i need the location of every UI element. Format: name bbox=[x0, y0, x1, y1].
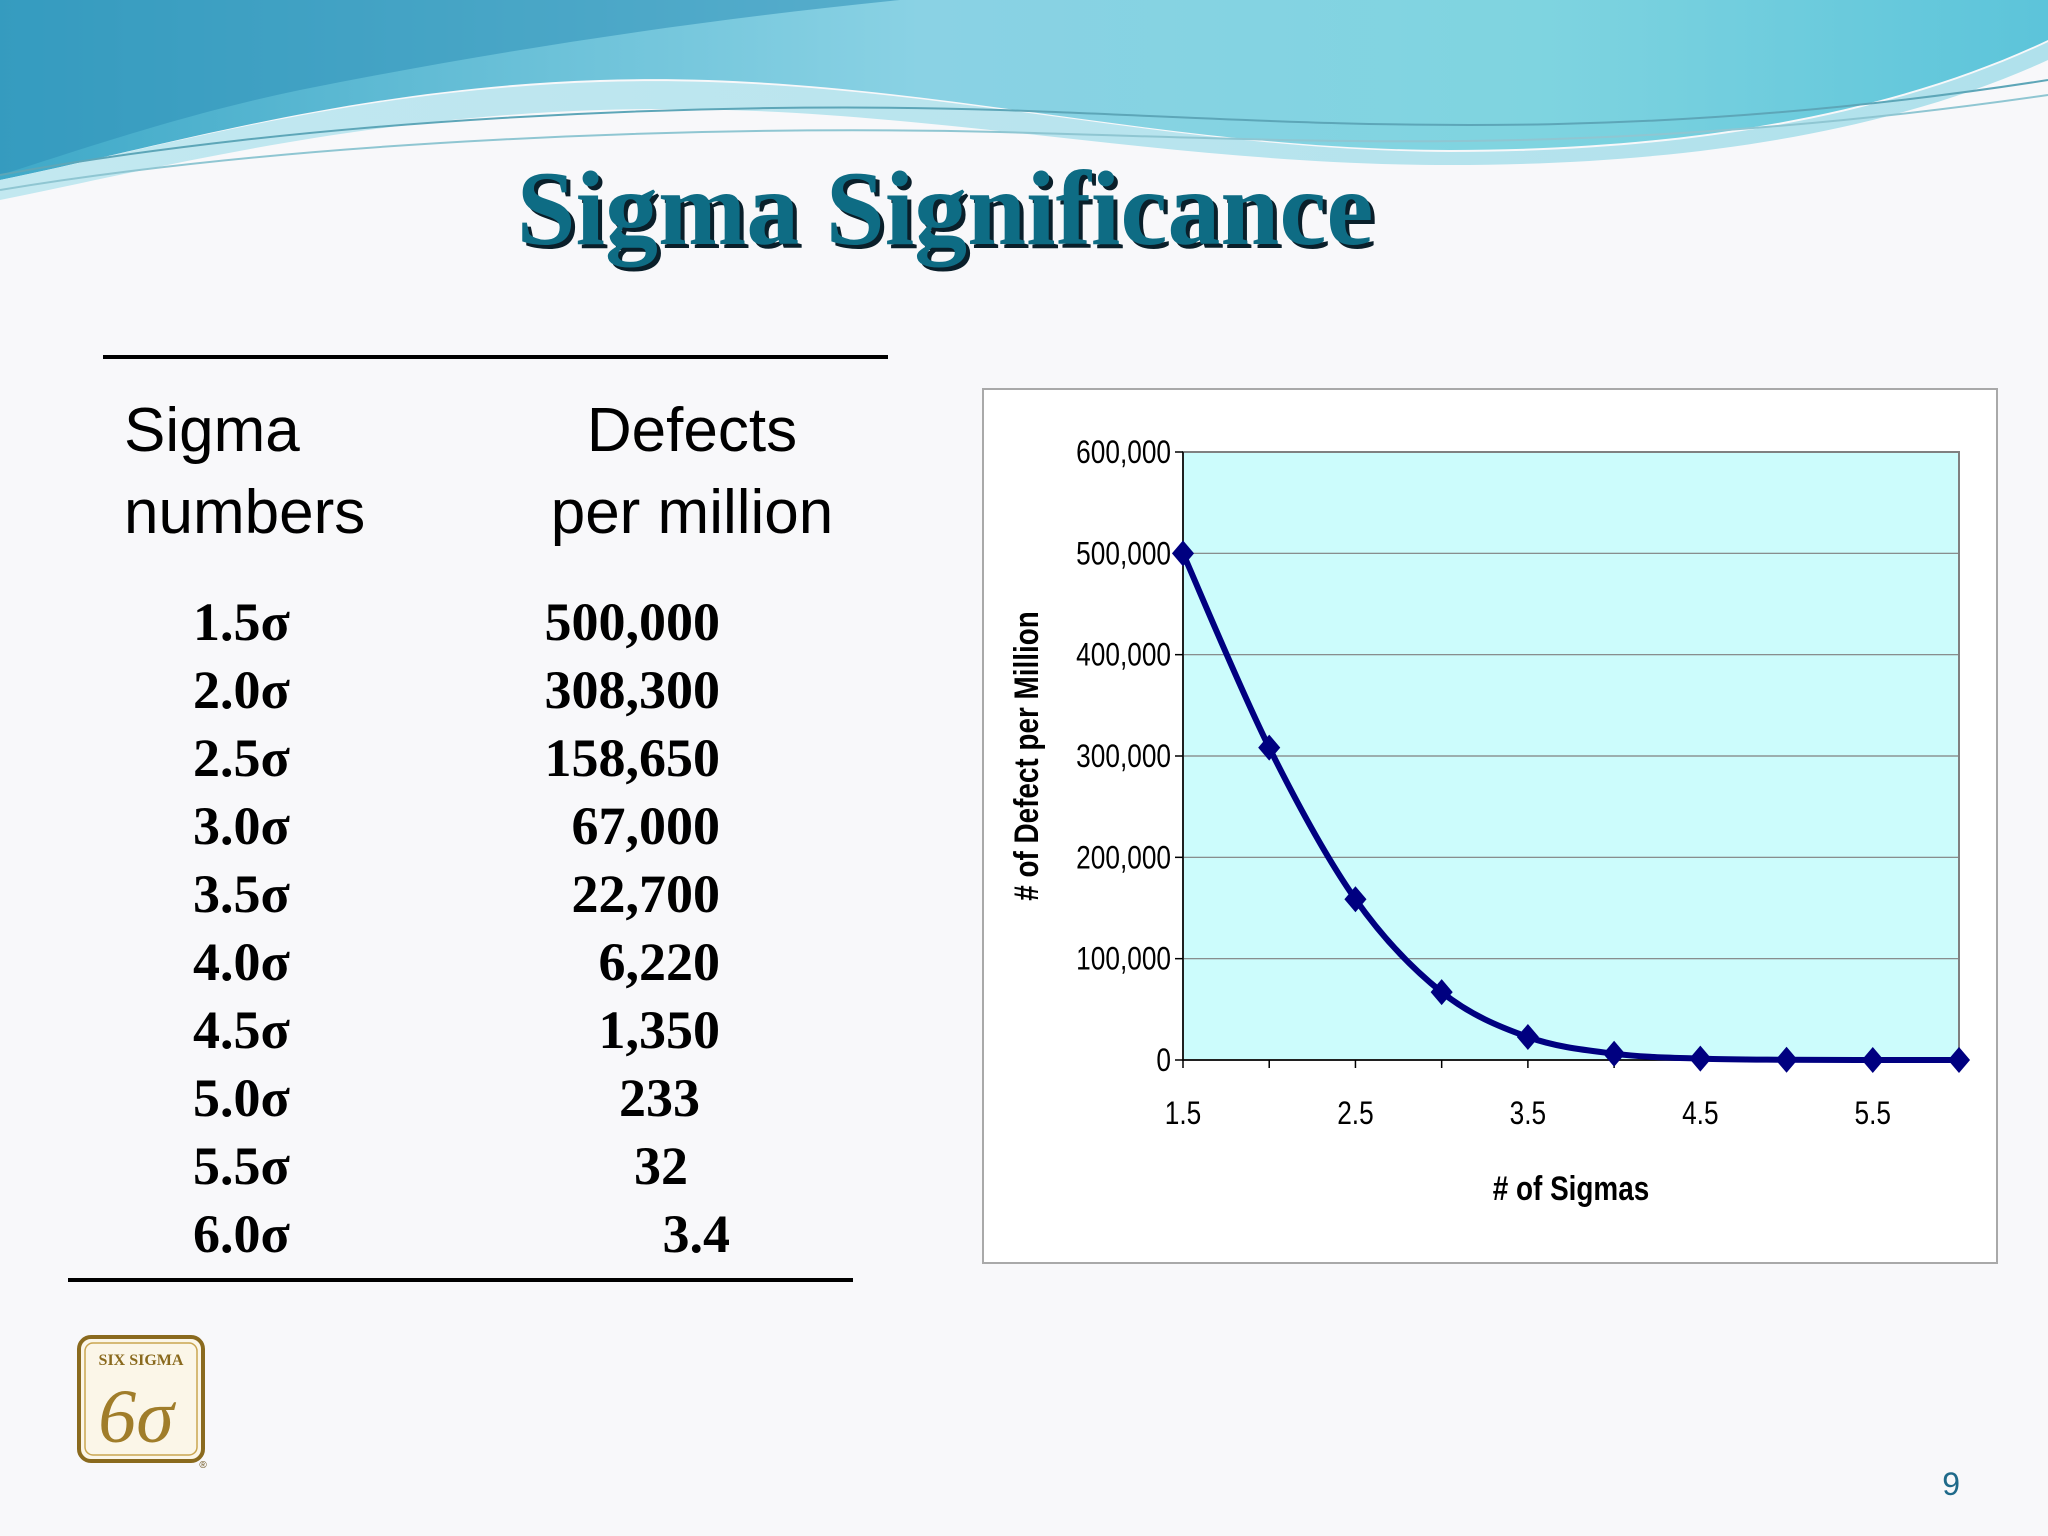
y-axis-label: # of Defect per Million bbox=[1007, 611, 1045, 901]
sigma-header-line2: numbers bbox=[124, 478, 366, 547]
data-point-marker bbox=[1171, 540, 1195, 567]
chart-panel: 600,000 500,000 400,000 300,000 200,000 100,0… bbox=[982, 388, 1998, 1264]
table-row: 2.0σ 308,300 bbox=[0, 656, 900, 724]
defects-header-line1: Defects bbox=[586, 396, 798, 465]
y-tick-label: 200,000 bbox=[1076, 841, 1171, 876]
table-top-rule bbox=[103, 355, 888, 359]
table-row: 5.0σ 233 bbox=[0, 1064, 900, 1132]
table-row: 3.0σ 67,000 bbox=[0, 792, 900, 860]
logo-glyph: 6σ bbox=[98, 1375, 176, 1459]
defects-value: 233 bbox=[619, 1068, 700, 1128]
sigma-column-header: Sigma numbers bbox=[124, 390, 365, 554]
table-row: 3.5σ 22,700 bbox=[0, 860, 900, 928]
sigma-value: 3.5σ bbox=[193, 864, 290, 924]
data-point-marker bbox=[1344, 886, 1367, 913]
sigma-value: 6.0σ bbox=[193, 1204, 290, 1264]
data-point-marker bbox=[1430, 979, 1453, 1006]
defects-value: 3.4 bbox=[662, 1204, 731, 1264]
registered-mark: ® bbox=[199, 1460, 207, 1470]
data-point-marker bbox=[1258, 734, 1281, 761]
six-sigma-logo: SIX SIGMA 6σ ® bbox=[77, 1335, 207, 1470]
sigma-header-line1: Sigma bbox=[124, 396, 300, 465]
table-row: 4.0σ 6,220 bbox=[0, 928, 900, 996]
sigma-value: 1.5σ bbox=[193, 592, 290, 652]
y-tick-label: 300,000 bbox=[1076, 740, 1171, 775]
logo-text: SIX SIGMA bbox=[99, 1352, 184, 1369]
sigma-value: 2.5σ bbox=[193, 728, 290, 788]
sigma-value: 5.5σ bbox=[193, 1136, 290, 1196]
y-tick-label: 500,000 bbox=[1076, 537, 1171, 572]
page-number: 9 bbox=[1942, 1466, 1960, 1502]
defects-value: 500,000 bbox=[544, 592, 721, 652]
y-tick-label: 400,000 bbox=[1076, 638, 1171, 673]
slide-title: Sigma Significance bbox=[516, 150, 1374, 267]
data-point-marker bbox=[1603, 1040, 1626, 1067]
x-tick-label: 2.5 bbox=[1337, 1097, 1373, 1132]
y-tick-label: 600,000 bbox=[1076, 436, 1171, 471]
x-tick-label: 5.5 bbox=[1855, 1097, 1891, 1132]
table-row: 2.5σ 158,650 bbox=[0, 724, 900, 792]
y-tick-label: 0 bbox=[1156, 1044, 1171, 1079]
defects-header-line2: per million bbox=[550, 478, 834, 547]
defects-value: 32 bbox=[634, 1136, 688, 1196]
table-row: 5.5σ 32 bbox=[0, 1132, 900, 1200]
data-point-marker bbox=[1947, 1046, 1971, 1073]
table-row: 1.5σ 500,000 bbox=[0, 588, 900, 656]
y-tick-label: 100,000 bbox=[1076, 942, 1171, 977]
table-row: 4.5σ 1,350 bbox=[0, 996, 900, 1064]
data-point-marker bbox=[1861, 1046, 1884, 1073]
sigma-value: 3.0σ bbox=[193, 796, 290, 856]
sigma-value: 2.0σ bbox=[193, 660, 290, 720]
x-tick-label: 4.5 bbox=[1682, 1097, 1718, 1132]
data-point-marker bbox=[1689, 1045, 1712, 1072]
defects-value: 158,650 bbox=[544, 728, 721, 788]
x-axis-label: # of Sigmas bbox=[1493, 1169, 1649, 1207]
defects-column-header: Defects per million bbox=[532, 390, 852, 554]
defects-line-chart: 600,000 500,000 400,000 300,000 200,000 100,0… bbox=[1007, 436, 1971, 1208]
x-tick-label: 3.5 bbox=[1510, 1097, 1546, 1132]
table-row: 6.0σ 3.4 bbox=[0, 1200, 900, 1268]
defects-value: 22,700 bbox=[571, 864, 721, 924]
sigma-value: 4.0σ bbox=[193, 932, 290, 992]
header-wave-decoration bbox=[0, 0, 2048, 200]
sigma-value: 5.0σ bbox=[193, 1068, 290, 1128]
sigma-value: 4.5σ bbox=[193, 1000, 290, 1060]
x-tick-label: 1.5 bbox=[1165, 1097, 1201, 1132]
data-point-marker bbox=[1516, 1023, 1539, 1050]
defects-value: 67,000 bbox=[571, 796, 721, 856]
defects-value: 6,220 bbox=[598, 932, 721, 992]
defects-value: 1,350 bbox=[598, 1000, 721, 1060]
table-bottom-rule bbox=[68, 1278, 853, 1282]
defects-value: 308,300 bbox=[544, 660, 721, 720]
